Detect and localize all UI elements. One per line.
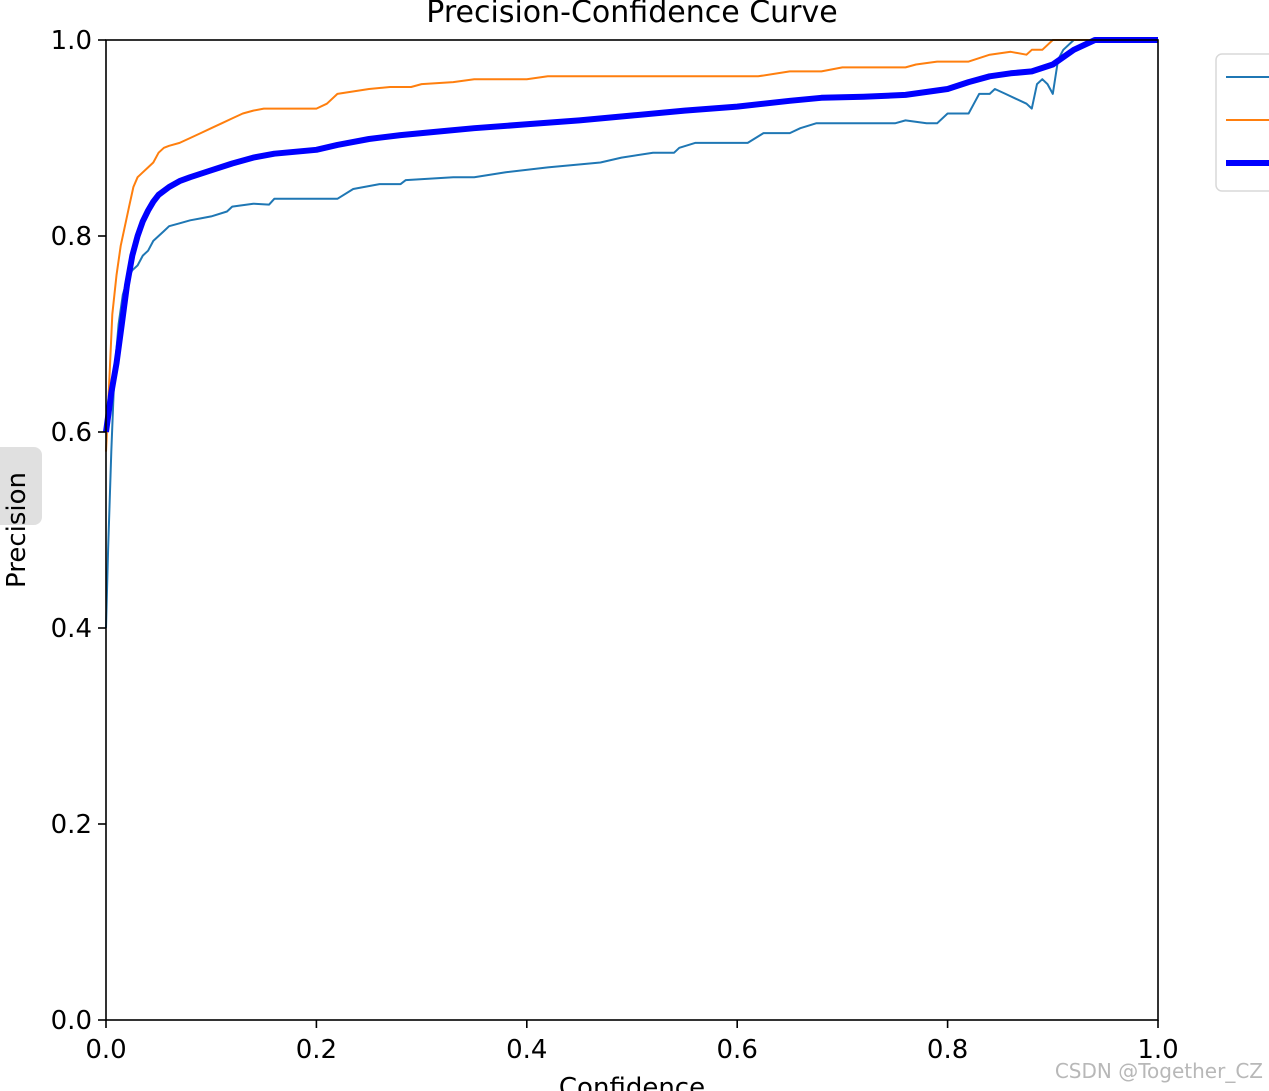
y-tick-label: 0.2 <box>51 810 92 840</box>
x-tick-label: 0.6 <box>717 1035 758 1065</box>
series-line-1 <box>105 39 1158 629</box>
plot-frame <box>105 39 1159 1021</box>
y-tick-label: 1.0 <box>51 26 92 56</box>
y-tick-label: 0.0 <box>51 1006 92 1036</box>
x-axis-ticks: 0.0 0.2 0.4 0.6 0.8 1.0 <box>85 1020 1179 1065</box>
x-tick-label: 0.0 <box>85 1035 126 1065</box>
watermark: CSDN @Together_CZ <box>1054 1059 1263 1083</box>
y-tick-label: 0.6 <box>51 418 92 448</box>
x-tick-label: 0.8 <box>927 1035 968 1065</box>
x-tick-label: 0.4 <box>506 1035 547 1065</box>
y-axis-ticks: 0.0 0.2 0.4 0.6 0.8 1.0 <box>51 26 106 1036</box>
legend-entries <box>1226 76 1269 166</box>
series-line-2 <box>105 39 1158 452</box>
y-tick-label: 0.4 <box>51 614 92 644</box>
chart-title: Precision-Confidence Curve <box>426 0 837 30</box>
series-layer <box>103 37 1158 629</box>
y-axis-label: Precision <box>2 472 32 588</box>
x-tick-label: 1.0 <box>1137 1035 1178 1065</box>
side-drawer-tab[interactable] <box>0 447 42 525</box>
y-tick-label: 0.8 <box>51 222 92 252</box>
legend-box <box>1215 53 1269 192</box>
series-line-3 <box>103 37 1158 433</box>
x-axis-label: Confidence <box>559 1073 705 1091</box>
x-tick-label: 0.2 <box>296 1035 337 1065</box>
legend <box>1215 53 1269 192</box>
